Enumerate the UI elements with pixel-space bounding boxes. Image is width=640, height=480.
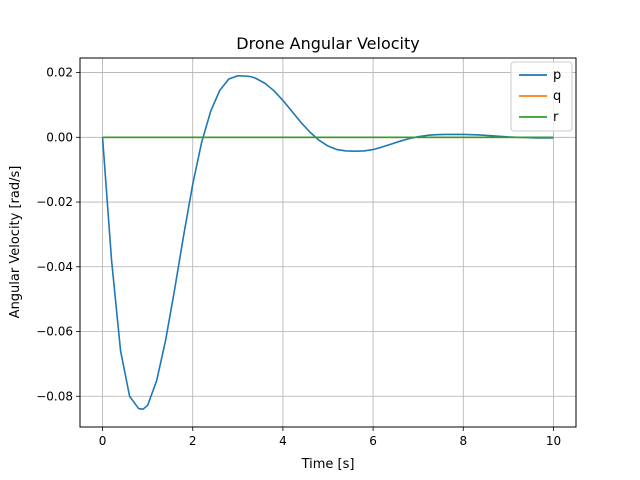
x-tick-label: 0: [99, 434, 107, 448]
y-tick-label: −0.02: [36, 195, 73, 209]
x-tick-label: 2: [189, 434, 197, 448]
y-tick-label: 0.02: [46, 66, 73, 80]
y-axis-label: Angular Velocity [rad/s]: [8, 166, 23, 319]
y-tick-label: 0.00: [46, 130, 73, 144]
x-tick-label: 8: [459, 434, 467, 448]
legend-label-p: p: [553, 68, 561, 83]
legend-label-q: q: [553, 89, 561, 104]
legend-label-r: r: [553, 110, 559, 125]
x-tick-label: 10: [546, 434, 561, 448]
x-tick-label: 6: [369, 434, 377, 448]
series-lines: [101, 75, 554, 411]
y-tick-label: −0.08: [36, 389, 73, 403]
y-tick-label: −0.04: [36, 260, 73, 274]
series-line-p: [101, 75, 554, 411]
x-tick-label: 4: [279, 434, 287, 448]
legend: pqr: [510, 61, 573, 132]
plot-frame: [79, 57, 577, 428]
chart-title: Drone Angular Velocity: [236, 34, 419, 53]
axis-ticks: 0 2 4 6 8 10 0.02 0.00 −0.02 −0.04 −0.06 −0.08: [36, 66, 561, 448]
y-tick-label: −0.06: [36, 325, 73, 339]
x-axis-label: Time [s]: [301, 457, 355, 472]
